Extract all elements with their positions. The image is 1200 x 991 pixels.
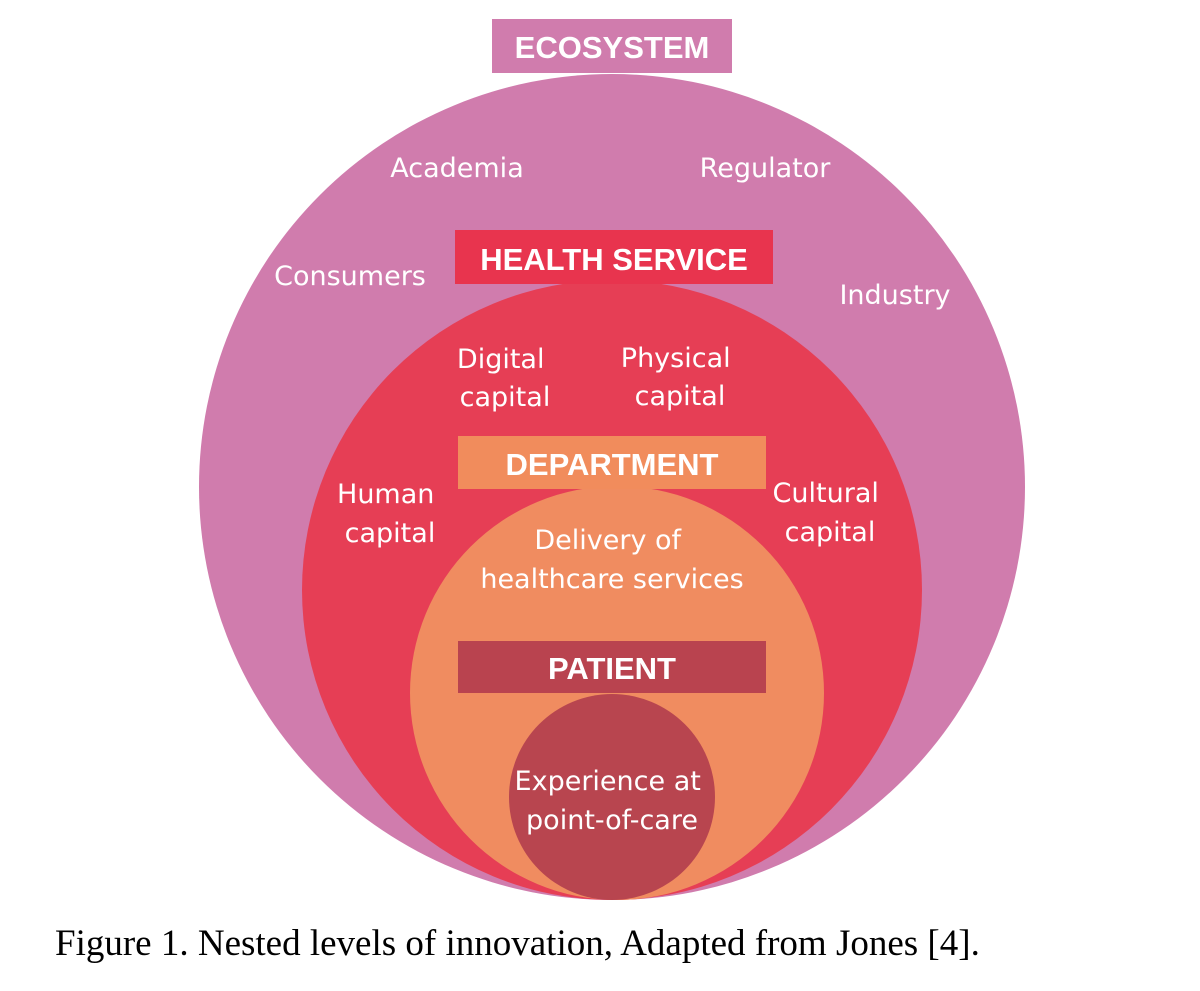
patient-header: PATIENT <box>548 651 676 686</box>
industry-label: Industry <box>839 280 950 311</box>
department-header: DEPARTMENT <box>506 447 719 482</box>
academia-label: Academia <box>390 153 523 184</box>
ecosystem-header: ECOSYSTEM <box>515 30 710 65</box>
patient-circle <box>509 694 715 900</box>
regulator-label: Regulator <box>700 153 832 184</box>
health-service-header: HEALTH SERVICE <box>480 242 748 277</box>
consumers-label: Consumers <box>274 261 426 292</box>
figure-caption: Figure 1. Nested levels of innovation, A… <box>55 923 980 964</box>
